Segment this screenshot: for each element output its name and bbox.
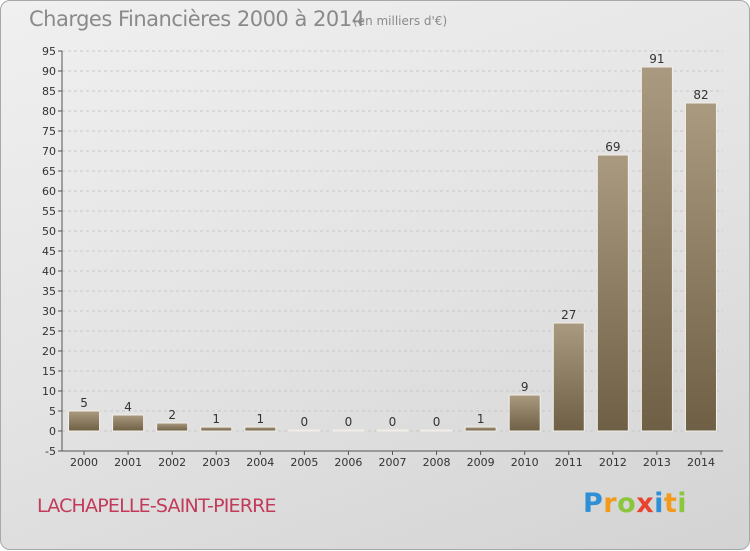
y-tick-label: 15 xyxy=(42,365,56,378)
bar xyxy=(68,410,101,432)
x-tick-label: 2008 xyxy=(423,456,451,469)
x-tick-label: 2004 xyxy=(246,456,274,469)
y-tick-label: 35 xyxy=(42,285,56,298)
x-tick-label: 2003 xyxy=(202,456,230,469)
y-tick-label: 70 xyxy=(42,145,56,158)
y-tick-label: 10 xyxy=(42,385,56,398)
data-label: 0 xyxy=(433,415,441,429)
data-label: 91 xyxy=(649,52,664,66)
y-tick-label: 30 xyxy=(42,305,56,318)
x-tick-label: 2012 xyxy=(599,456,627,469)
bar xyxy=(596,154,629,432)
data-label: 1 xyxy=(212,412,220,426)
x-tick-label: 2009 xyxy=(467,456,495,469)
data-label: 4 xyxy=(124,400,132,414)
bar xyxy=(420,429,453,432)
y-tick-label: 20 xyxy=(42,345,56,358)
y-tick-label: 90 xyxy=(42,65,56,78)
y-tick-label: -5 xyxy=(45,445,56,458)
x-tick-label: 2007 xyxy=(379,456,407,469)
bar xyxy=(684,102,717,432)
commune-name: LACHAPELLE-SAINT-PIERRE xyxy=(37,495,277,517)
data-label: 0 xyxy=(389,415,397,429)
logo-letter: i xyxy=(677,488,688,519)
bar xyxy=(112,414,145,432)
logo-letter: r xyxy=(603,488,618,519)
bars: 5 4 2 1 1 0 0 0 0 1 9 27 69 91 82 xyxy=(68,52,717,432)
bar xyxy=(464,426,497,432)
logo-letter: x xyxy=(636,488,655,519)
bar xyxy=(200,426,233,432)
data-label: 1 xyxy=(477,412,485,426)
y-tick-label: 80 xyxy=(42,105,56,118)
y-tick-label: 0 xyxy=(49,425,56,438)
y-tick-label: 25 xyxy=(42,325,56,338)
logo-letter: P xyxy=(583,488,604,519)
x-tick-label: 2014 xyxy=(687,456,715,469)
data-label: 0 xyxy=(301,415,309,429)
y-tick-label: 45 xyxy=(42,245,56,258)
axes: -505101520253035404550556065707580859095… xyxy=(42,45,723,469)
data-label: 0 xyxy=(345,415,353,429)
x-tick-label: 2006 xyxy=(334,456,362,469)
logo-letter: o xyxy=(617,488,637,519)
y-tick-label: 60 xyxy=(42,185,56,198)
data-label: 1 xyxy=(256,412,264,426)
x-tick-label: 2005 xyxy=(290,456,318,469)
x-tick-label: 2000 xyxy=(70,456,98,469)
y-tick-label: 40 xyxy=(42,265,56,278)
bar xyxy=(552,322,585,432)
data-label: 5 xyxy=(80,396,88,410)
bar xyxy=(288,429,321,432)
logo-letter: i xyxy=(654,488,664,519)
data-label: 27 xyxy=(561,308,576,322)
chart-title: Charges Financières 2000 à 2014 xyxy=(29,7,365,31)
bar xyxy=(640,66,673,432)
bar xyxy=(244,426,277,432)
data-label: 2 xyxy=(168,408,176,422)
logo-letter: t xyxy=(663,488,678,519)
x-tick-label: 2011 xyxy=(555,456,583,469)
chart-subtitle: (en milliers d'€) xyxy=(353,14,448,28)
y-tick-label: 75 xyxy=(42,125,56,138)
y-tick-label: 55 xyxy=(42,205,56,218)
bar xyxy=(508,394,541,432)
bar xyxy=(376,429,409,432)
bar xyxy=(156,422,189,432)
x-tick-label: 2013 xyxy=(643,456,671,469)
y-tick-label: 85 xyxy=(42,85,56,98)
bar xyxy=(332,429,365,432)
y-tick-label: 65 xyxy=(42,165,56,178)
y-tick-label: 50 xyxy=(42,225,56,238)
proxiti-logo[interactable]: Proxiti xyxy=(583,488,687,519)
y-tick-label: 5 xyxy=(49,405,56,418)
data-label: 82 xyxy=(693,88,708,102)
data-label: 9 xyxy=(521,380,529,394)
x-tick-label: 2002 xyxy=(158,456,186,469)
x-tick-label: 2010 xyxy=(511,456,539,469)
x-tick-label: 2001 xyxy=(114,456,142,469)
y-tick-label: 95 xyxy=(42,45,56,58)
data-label: 69 xyxy=(605,140,620,154)
